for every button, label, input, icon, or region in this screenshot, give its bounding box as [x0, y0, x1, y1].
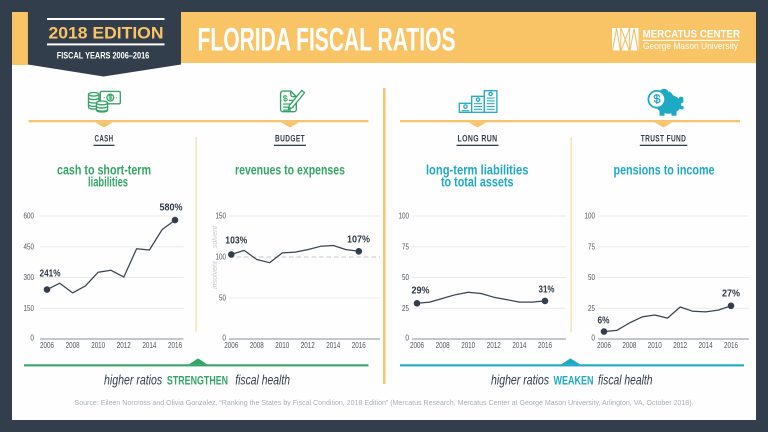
svg-text:100: 100 — [585, 212, 596, 221]
svg-text:liabilities: liabilities — [88, 174, 128, 190]
svg-text:BUDGET: BUDGET — [275, 134, 305, 144]
svg-text:LONG RUN: LONG RUN — [458, 134, 498, 144]
svg-text:2012: 2012 — [673, 340, 687, 350]
svg-text:0: 0 — [222, 334, 226, 343]
svg-text:150: 150 — [216, 212, 227, 221]
svg-text:2006: 2006 — [597, 340, 611, 350]
svg-text:higher ratios: higher ratios — [104, 372, 162, 387]
svg-text:580%: 580% — [160, 202, 184, 214]
svg-text:insolvent: insolvent — [212, 260, 219, 289]
svg-text:241%: 241% — [40, 268, 62, 280]
svg-text:long-term liabilities: long-term liabilities — [426, 162, 529, 178]
svg-text:2006: 2006 — [410, 340, 424, 350]
svg-text:2014: 2014 — [699, 340, 713, 350]
svg-text:STRENGTHEN: STRENGTHEN — [167, 373, 228, 387]
svg-text:2014: 2014 — [326, 340, 340, 350]
svg-text:2016: 2016 — [538, 340, 552, 350]
svg-text:2010: 2010 — [648, 340, 662, 350]
svg-text:2006: 2006 — [40, 340, 54, 350]
svg-text:6%: 6% — [598, 315, 611, 327]
svg-text:50: 50 — [588, 273, 595, 282]
svg-text:31%: 31% — [539, 284, 556, 296]
svg-text:29%: 29% — [412, 285, 431, 297]
svg-text:solvent: solvent — [212, 225, 219, 248]
svg-text:Source: Eileen Norcross and Ol: Source: Eileen Norcross and Olivia Gonza… — [75, 398, 694, 407]
svg-text:103%: 103% — [225, 235, 248, 247]
svg-text:revenues to expenses: revenues to expenses — [235, 162, 345, 178]
svg-text:2016: 2016 — [168, 340, 182, 350]
svg-text:50: 50 — [402, 273, 409, 282]
svg-text:2008: 2008 — [66, 340, 80, 350]
svg-text:CASH: CASH — [95, 134, 114, 144]
svg-text:FLORIDA FISCAL RATIOS: FLORIDA FISCAL RATIOS — [198, 22, 456, 58]
svg-text:to total assets: to total assets — [441, 174, 514, 190]
svg-text:600: 600 — [24, 212, 35, 221]
svg-text:450: 450 — [24, 242, 35, 251]
svg-text:27%: 27% — [722, 288, 741, 300]
svg-text:2008: 2008 — [436, 340, 450, 350]
svg-text:cash to short-term: cash to short-term — [57, 162, 151, 178]
svg-text:MERCATUS CENTER: MERCATUS CENTER — [643, 29, 741, 41]
svg-text:25: 25 — [402, 304, 409, 313]
svg-text:WEAKEN: WEAKEN — [554, 373, 594, 387]
svg-text:75: 75 — [402, 242, 409, 251]
svg-text:2010: 2010 — [275, 340, 289, 350]
svg-text:George Mason University: George Mason University — [643, 41, 738, 52]
svg-text:107%: 107% — [347, 234, 371, 246]
svg-text:2010: 2010 — [461, 340, 475, 350]
svg-text:2008: 2008 — [622, 340, 636, 350]
svg-text:2012: 2012 — [117, 340, 131, 350]
svg-text:75: 75 — [588, 242, 595, 251]
svg-text:2010: 2010 — [91, 340, 105, 350]
svg-text:fiscal health: fiscal health — [235, 372, 290, 387]
svg-text:0: 0 — [30, 334, 34, 343]
svg-text:2012: 2012 — [487, 340, 501, 350]
svg-text:25: 25 — [588, 304, 595, 313]
svg-text:0: 0 — [405, 334, 409, 343]
svg-text:FISCAL YEARS 2006–2016: FISCAL YEARS 2006–2016 — [57, 50, 150, 60]
svg-text:2006: 2006 — [224, 340, 238, 350]
svg-text:2012: 2012 — [301, 340, 315, 350]
svg-text:2016: 2016 — [352, 340, 366, 350]
svg-text:2016: 2016 — [724, 340, 738, 350]
svg-text:2018 EDITION: 2018 EDITION — [49, 24, 164, 43]
svg-text:fiscal health: fiscal health — [598, 372, 653, 387]
svg-text:100: 100 — [399, 212, 410, 221]
svg-text:higher ratios: higher ratios — [491, 372, 549, 387]
svg-text:100: 100 — [216, 253, 227, 262]
svg-text:pensions to income: pensions to income — [614, 162, 715, 178]
svg-text:0: 0 — [591, 334, 595, 343]
svg-text:2014: 2014 — [512, 340, 526, 350]
svg-text:2008: 2008 — [250, 340, 264, 350]
svg-text:150: 150 — [24, 304, 35, 313]
svg-text:TRUST FUND: TRUST FUND — [641, 134, 687, 144]
svg-text:300: 300 — [24, 273, 35, 282]
svg-text:2014: 2014 — [142, 340, 156, 350]
svg-text:50: 50 — [219, 294, 226, 303]
